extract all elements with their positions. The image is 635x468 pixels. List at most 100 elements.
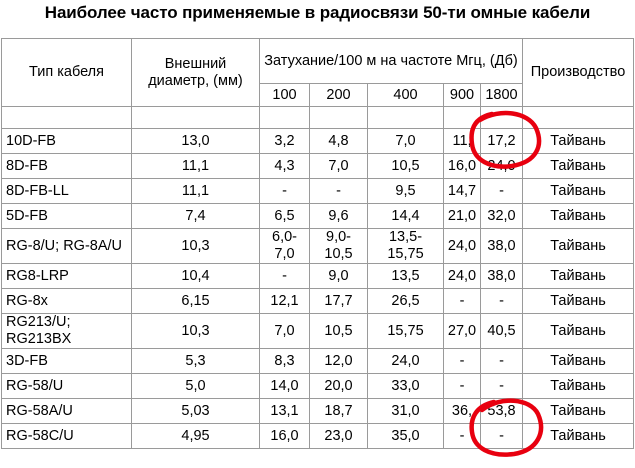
cell-cable-type: 8D-FB (1, 153, 132, 179)
cell-attenuation-900: 24,0 (443, 228, 481, 264)
cell-attenuation-900: - (443, 288, 481, 314)
cell-attenuation-400: 26,5 (367, 288, 444, 314)
cell-cable-type: RG-8x (1, 288, 132, 314)
cell-attenuation-1800: 38,0 (480, 263, 523, 289)
cell-attenuation-400: 13,5 (367, 263, 444, 289)
cell-attenuation-100: 13,1 (259, 398, 310, 424)
cell-attenuation-100: 6,0-7,0 (259, 228, 310, 264)
cell-cable-type: RG213/U; RG213BX (1, 313, 132, 349)
cell-attenuation-200: 12,0 (309, 348, 368, 374)
cell-outer-diameter: 5,0 (131, 373, 260, 399)
table-row: RG213/U; RG213BX 10,3 7,0 10,5 15,75 27,0 40,5… (1, 313, 634, 349)
cell-attenuation-100: 4,3 (259, 153, 310, 179)
cell-attenuation-900: 24,0 (443, 263, 481, 289)
cell-attenuation-1800: 38,0 (480, 228, 523, 264)
cell-attenuation-900: - (443, 423, 481, 449)
cell-cable-type: 5D-FB (1, 203, 132, 229)
cell-attenuation-200: 9,0-10,5 (309, 228, 368, 264)
cable-table: Тип кабеля Внешний диаметр, (мм) Затухан… (1, 38, 634, 449)
cell-attenuation-200: 17,7 (309, 288, 368, 314)
cell-attenuation-200: 4,8 (309, 128, 368, 154)
header-freq-200: 200 (309, 83, 368, 107)
cell-outer-diameter: 13,0 (131, 128, 260, 154)
cell-attenuation-100: 16,0 (259, 423, 310, 449)
cell-attenuation-400: 13,5-15,75 (367, 228, 444, 264)
cell-attenuation-200: 20,0 (309, 373, 368, 399)
cell-attenuation-400: 9,5 (367, 178, 444, 204)
cell-attenuation-1800: 40,5 (480, 313, 523, 349)
header-freq-1800: 1800 (480, 83, 523, 107)
cell-attenuation-900: 16,0 (443, 153, 481, 179)
cell-attenuation-1800: - (480, 423, 523, 449)
cell-cable-type: RG-58C/U (1, 423, 132, 449)
cell-attenuation-1800: - (480, 178, 523, 204)
header-freq-100: 100 (259, 83, 310, 107)
header-production: Производство (522, 38, 634, 107)
table-row: RG-58A/U 5,03 13,1 18,7 31,0 36, 53,8 Тайвань (1, 398, 634, 424)
table-row: RG-8x 6,15 12,1 17,7 26,5- - Тайвань (1, 288, 634, 314)
cell-attenuation-900: 21,0 (443, 203, 481, 229)
cell-production: Тайвань (522, 313, 634, 349)
cell-cable-type: 10D-FB (1, 128, 132, 154)
header-freq-900: 900 (443, 83, 481, 107)
cell-cable-type: RG-58A/U (1, 398, 132, 424)
cell-production: Тайвань (522, 178, 634, 204)
cell-attenuation-1800: - (480, 348, 523, 374)
table-row: 3D-FB 5,3 8,3 12,0 24,0- - Тайвань (1, 348, 634, 374)
cell-attenuation-200: - (309, 178, 368, 204)
table-row: 10D-FB 13,0 3,2 4,8 7,0 11, 17,2 Тайвань (1, 128, 634, 154)
cell-attenuation-200: 10,5 (309, 313, 368, 349)
cell-outer-diameter: 5,3 (131, 348, 260, 374)
cell-attenuation-1800: 17,2 (480, 128, 523, 154)
cell-attenuation-100: 12,1 (259, 288, 310, 314)
cell-attenuation-900: 14,7 (443, 178, 481, 204)
cell-outer-diameter: 10,3 (131, 313, 260, 349)
cell-attenuation-100: 7,0 (259, 313, 310, 349)
cell-production: Тайвань (522, 398, 634, 424)
cell-attenuation-900: 27,0 (443, 313, 481, 349)
cell-outer-diameter: 11,1 (131, 178, 260, 204)
cell-production: Тайвань (522, 153, 634, 179)
cell-production: Тайвань (522, 203, 634, 229)
cell-outer-diameter: 10,4 (131, 263, 260, 289)
cell-attenuation-400: 10,5 (367, 153, 444, 179)
cell-attenuation-400: 33,0 (367, 373, 444, 399)
table-row: 8D-FB-LL 11,1- -9,5 14,7- Тайвань (1, 178, 634, 204)
cell-attenuation-100: 8,3 (259, 348, 310, 374)
table-row: RG-58/U 5,0 14,0 20,0 33,0- - Тайвань (1, 373, 634, 399)
cell-production: Тайвань (522, 263, 634, 289)
cell-cable-type: RG-58/U (1, 373, 132, 399)
cell-attenuation-100: - (259, 263, 310, 289)
cell-outer-diameter: 10,3 (131, 228, 260, 264)
header-cable-type: Тип кабеля (1, 38, 132, 107)
cell-attenuation-900: 11, (443, 128, 481, 154)
cell-attenuation-900: - (443, 373, 481, 399)
cell-attenuation-1800: 53,8 (480, 398, 523, 424)
cell-production: Тайвань (522, 373, 634, 399)
cell-cable-type: 3D-FB (1, 348, 132, 374)
cell-attenuation-200: 23,0 (309, 423, 368, 449)
table-row: 8D-FB 11,1 4,3 7,0 10,5 16,0 24,0 Тайвань (1, 153, 634, 179)
table-row: RG-8/U; RG-8A/U 10,3 6,0-7,0 9,0-10,5 13,5-1… (1, 228, 634, 264)
cell-production: Тайвань (522, 288, 634, 314)
cell-production: Тайвань (522, 228, 634, 264)
cell-attenuation-200: 9,6 (309, 203, 368, 229)
table-row: RG-58C/U 4,95 16,0 23,0 35,0- - Тайвань (1, 423, 634, 449)
header-attenuation: Затухание/100 м на частоте Мгц, (Дб) (259, 38, 523, 84)
cell-attenuation-900: 36, (443, 398, 481, 424)
cell-outer-diameter: 11,1 (131, 153, 260, 179)
table-row: 5D-FB 7,4 6,5 9,6 14,4 21,0 32,0 Тайвань (1, 203, 634, 229)
cell-attenuation-100: 6,5 (259, 203, 310, 229)
cell-attenuation-200: 9,0 (309, 263, 368, 289)
spacer-row (1, 106, 634, 129)
cell-production: Тайвань (522, 348, 634, 374)
cell-attenuation-400: 15,75 (367, 313, 444, 349)
cell-cable-type: RG8-LRP (1, 263, 132, 289)
cell-attenuation-100: 14,0 (259, 373, 310, 399)
cell-outer-diameter: 4,95 (131, 423, 260, 449)
cell-attenuation-400: 35,0 (367, 423, 444, 449)
cell-attenuation-400: 14,4 (367, 203, 444, 229)
cell-attenuation-900: - (443, 348, 481, 374)
cell-attenuation-1800: 32,0 (480, 203, 523, 229)
cell-outer-diameter: 7,4 (131, 203, 260, 229)
